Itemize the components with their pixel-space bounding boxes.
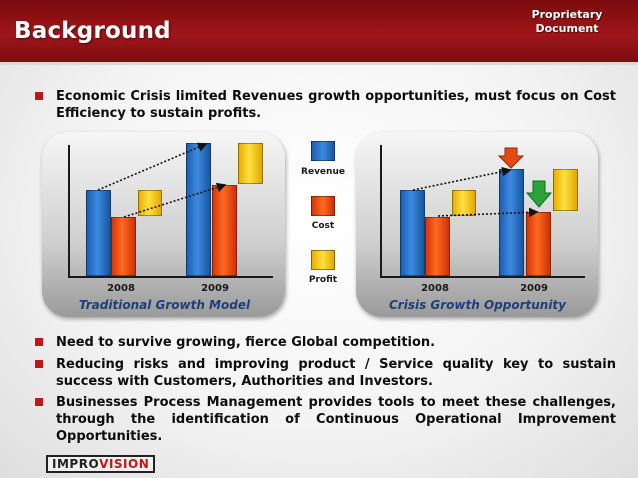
bullet-reducing-risks: Reducing risks and improving product / S… (35, 356, 616, 390)
diagram-crisis-2008-cost-bar (425, 217, 450, 276)
bullet-economic-crisis: Economic Crisis limited Revenues growth … (35, 88, 616, 122)
title-bar-rule (0, 62, 638, 65)
logo-text-a: IMPRO (52, 457, 100, 471)
diagram-crisis-y-axis (380, 145, 382, 277)
legend-cost-swatch (311, 196, 335, 216)
diagram-traditional-2009-cost-bar (212, 185, 237, 276)
bullet-square-icon (35, 338, 43, 346)
bullet-square-icon (35, 360, 43, 368)
bullet-square-icon (35, 398, 43, 406)
improvision-logo: IMPRO VISION (46, 455, 156, 473)
title-bar (0, 0, 638, 62)
diagram-crisis-year-2008: 2008 (421, 283, 449, 294)
diagram-traditional-2008-cost-bar (111, 217, 136, 276)
legend-revenue-swatch (311, 141, 335, 161)
diagram-traditional-2009-profit-bar (238, 143, 263, 184)
diagram-crisis-2008-revenue-bar (400, 190, 425, 276)
traditional-revenue-trend-arrow (97, 142, 208, 191)
bullet-business-process-management: Businesses Process Management provides t… (35, 394, 616, 445)
diagram-crisis-x-axis (380, 276, 585, 278)
diagram-crisis-2009-revenue-bar (499, 169, 524, 276)
diagram-traditional-year-2008: 2008 (107, 283, 135, 294)
traditional-cost-trend-arrow (123, 182, 227, 218)
legend-cost-label: Cost (311, 221, 335, 231)
legend-revenue-label: Revenue (301, 167, 345, 177)
cost-down-arrow-icon (525, 180, 553, 208)
bullet-text: Businesses Process Management provides t… (56, 395, 616, 444)
improvision-logo-box: IMPRO VISION (46, 455, 156, 473)
diagram-crisis-panel (356, 132, 598, 317)
legend-profit-swatch (311, 250, 335, 270)
diagram-traditional-2009-revenue-bar (186, 143, 211, 276)
diagram-crisis-caption: Crisis Growth Opportunity (388, 298, 566, 312)
legend-profit-label: Profit (308, 275, 338, 285)
diagram-traditional-x-axis (68, 276, 273, 278)
diagram-traditional-caption: Traditional Growth Model (78, 298, 251, 312)
bullet-global-competition: Need to survive growing, fierce Global c… (35, 334, 616, 351)
proprietary-badge: Proprietary Document (512, 8, 622, 36)
diagram-crisis-2009-cost-bar (526, 212, 551, 276)
slide-title: Background (14, 18, 171, 44)
bullet-text: Need to survive growing, fierce Global c… (56, 335, 436, 350)
diagram-crisis-2008-profit-bar (452, 190, 476, 216)
proprietary-badge-line1: Proprietary (531, 8, 603, 21)
bullet-text: Economic Crisis limited Revenues growth … (56, 89, 616, 121)
diagram-traditional-y-axis (68, 145, 70, 277)
diagram-crisis-2009-profit-bar (553, 169, 578, 211)
proprietary-badge-line2: Document (535, 22, 599, 35)
logo-text-b: VISION (99, 457, 150, 471)
revenue-down-arrow-icon (497, 147, 525, 169)
diagram-traditional-year-2009: 2009 (201, 283, 229, 294)
crisis-cost-trend-arrow (437, 207, 539, 218)
crisis-revenue-trend-arrow (412, 166, 512, 191)
bullet-square-icon (35, 92, 43, 100)
diagram-crisis-year-2009: 2009 (520, 283, 548, 294)
diagram-traditional-2008-profit-bar (138, 190, 162, 216)
bullet-text: Reducing risks and improving product / S… (56, 357, 616, 389)
